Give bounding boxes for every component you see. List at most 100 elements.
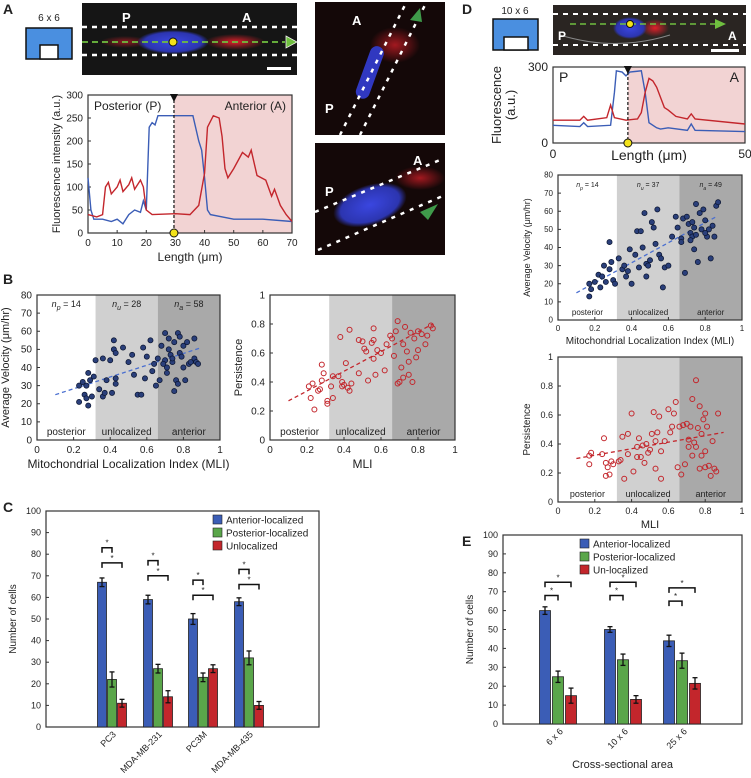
- data-point: [309, 380, 316, 387]
- data-point: [691, 246, 698, 253]
- legend-label: Anterior-localized: [226, 516, 303, 527]
- x-tick-label: 0: [34, 445, 40, 456]
- data-point: [131, 371, 137, 378]
- significance-label: *: [247, 575, 250, 584]
- data-point: [711, 233, 718, 240]
- bar-anterior-localized: [539, 610, 551, 725]
- data-point: [682, 269, 688, 276]
- significance-label: *: [105, 539, 108, 548]
- plot-frame: [269, 294, 456, 441]
- y-tick-label: 40: [21, 363, 33, 374]
- channel-size-label-d: 10 x 6: [501, 6, 529, 17]
- data-point: [685, 436, 692, 443]
- data-point: [704, 423, 711, 430]
- series-line-mitochondria: [553, 77, 746, 125]
- y-tick-label: 300: [66, 90, 83, 101]
- data-point: [381, 367, 388, 374]
- data-point: [689, 219, 696, 226]
- data-point: [359, 338, 366, 345]
- region-posterior: [37, 295, 96, 440]
- data-point: [624, 268, 631, 275]
- series-line-mitochondria: [87, 114, 293, 222]
- y-tick-label: 30: [544, 261, 553, 270]
- y-axis-label: Fluorescence intensity (a.u.): [51, 95, 63, 233]
- data-point: [83, 395, 90, 402]
- data-point: [178, 353, 185, 360]
- significance-label: *: [556, 573, 559, 582]
- data-point: [702, 217, 709, 224]
- data-point: [652, 438, 659, 445]
- data-point: [597, 284, 604, 291]
- data-point: [176, 333, 183, 340]
- y-tick-label: 70: [544, 189, 553, 198]
- data-point: [163, 369, 170, 376]
- significance-label: *: [151, 552, 154, 561]
- region-count-label: na = 49: [699, 182, 722, 192]
- y-tick-label: 10: [31, 700, 41, 710]
- data-point: [619, 433, 626, 440]
- y-tick-label: 0: [541, 136, 548, 150]
- data-point: [650, 409, 657, 416]
- data-point: [713, 468, 720, 475]
- x-axis-label: Cross-sectional area: [572, 759, 674, 771]
- data-point: [151, 360, 158, 367]
- data-point: [162, 330, 169, 337]
- data-point: [90, 373, 97, 380]
- y-tick-label: 70: [31, 571, 41, 581]
- bar-posterior-localized: [552, 676, 564, 725]
- data-point: [693, 377, 699, 384]
- y-tick-label: 0: [259, 435, 265, 446]
- legend-label: Anterior-localized: [593, 540, 670, 551]
- y-tick-label: 40: [544, 243, 553, 252]
- data-point: [626, 246, 633, 253]
- significance-bracket: [609, 594, 624, 601]
- data-point: [140, 344, 147, 351]
- data-point: [669, 423, 676, 430]
- y-tick-label: 10: [21, 417, 33, 428]
- data-point: [403, 348, 410, 355]
- y-tick-label: 100: [26, 506, 41, 516]
- y-tick-label: 0: [26, 435, 32, 446]
- data-point: [634, 443, 641, 450]
- x-axis-label: Mitochondrial Localization Index (MLI): [27, 457, 229, 471]
- data-point: [390, 352, 397, 359]
- data-point: [363, 348, 370, 355]
- data-point: [107, 357, 114, 364]
- data-point: [637, 454, 644, 461]
- region-label: anterior: [407, 427, 442, 438]
- significance-label: *: [110, 554, 113, 563]
- data-point: [599, 273, 606, 280]
- data-point: [85, 369, 92, 376]
- data-point: [320, 370, 327, 377]
- data-point: [665, 262, 672, 269]
- y-tick-label: 50: [72, 205, 84, 216]
- x-tick-label: 70: [286, 238, 298, 249]
- data-point: [311, 406, 318, 413]
- y-tick-label: 300: [528, 60, 548, 74]
- data-point: [700, 416, 707, 423]
- data-point: [647, 446, 653, 453]
- data-point: [400, 341, 407, 348]
- y-tick-label: 0.8: [251, 319, 265, 330]
- data-point: [372, 371, 379, 378]
- data-point: [702, 410, 709, 417]
- posterior-label: P: [325, 184, 334, 199]
- data-point: [413, 354, 420, 361]
- chart-b_velocity: posterior np = 14 unlocalized nu = 28 anteri…: [0, 290, 230, 471]
- legend-swatch: [212, 540, 223, 551]
- region-anterior: [392, 295, 455, 440]
- legend-label: Posterior-localized: [593, 553, 675, 564]
- data-point: [715, 199, 722, 206]
- region-label: unlocalized: [102, 427, 152, 438]
- chart-b_persistence: posterior unlocalized anterior 0 0.2 0.4 0.6 0.…: [233, 290, 458, 471]
- data-point: [602, 278, 609, 285]
- data-point: [669, 233, 676, 240]
- data-point: [693, 201, 699, 207]
- data-point: [624, 430, 631, 437]
- data-point: [707, 255, 714, 262]
- y-tick-label: 50: [488, 625, 498, 635]
- x-tick-label: 1: [739, 506, 744, 516]
- data-point: [591, 278, 598, 285]
- data-point: [92, 357, 99, 364]
- data-point: [604, 464, 611, 471]
